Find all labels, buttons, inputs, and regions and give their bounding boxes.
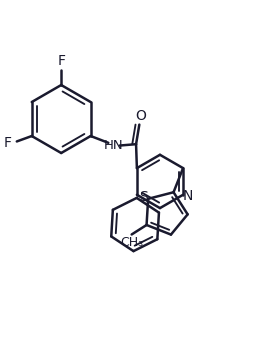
Text: S: S bbox=[139, 190, 148, 204]
Text: O: O bbox=[135, 109, 146, 124]
Text: CH₃: CH₃ bbox=[120, 236, 143, 248]
Text: F: F bbox=[57, 54, 65, 69]
Text: F: F bbox=[4, 136, 12, 150]
Text: HN: HN bbox=[104, 139, 123, 152]
Text: N: N bbox=[183, 189, 193, 203]
